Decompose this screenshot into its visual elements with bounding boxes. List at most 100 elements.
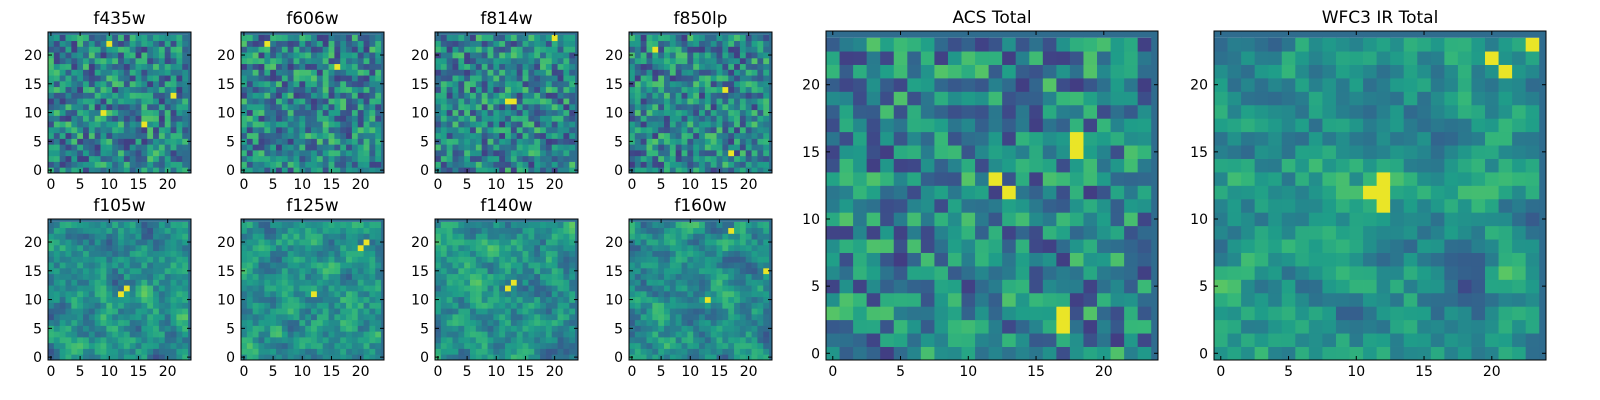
heatmap-cell: [281, 144, 289, 151]
heatmap-cell: [470, 46, 477, 53]
heatmap-cell: [458, 126, 465, 134]
heatmap-cell: [65, 348, 72, 355]
heatmap-cell: [557, 336, 564, 344]
heatmap-cell: [481, 126, 488, 134]
heatmap-cell: [305, 233, 312, 240]
heatmap-cell: [763, 244, 770, 252]
heatmap-cell: [452, 319, 459, 326]
heatmap-cell: [687, 144, 694, 151]
heatmap-cell: [65, 69, 72, 76]
heatmap-cell: [693, 336, 700, 344]
heatmap-cell: [505, 98, 512, 105]
heatmap-cell: [106, 34, 113, 42]
heatmap-cell: [687, 256, 694, 263]
heatmap-cell: [328, 273, 335, 280]
heatmap-cell: [346, 354, 353, 361]
heatmap-cell: [452, 256, 459, 263]
heatmap-cell: [988, 306, 1003, 321]
heatmap-cell: [346, 313, 353, 321]
heatmap-cell: [728, 302, 735, 309]
heatmap-cell: [129, 109, 136, 116]
heatmap-cell: [634, 233, 642, 240]
heatmap-cell: [164, 256, 171, 263]
heatmap-cell: [100, 34, 107, 42]
heatmap-cell: [557, 57, 564, 65]
heatmap-cell: [652, 331, 659, 338]
heatmap-cell: [112, 290, 119, 298]
heatmap-cell: [357, 250, 364, 257]
heatmap-cell: [435, 313, 442, 321]
heatmap-cell: [722, 267, 729, 275]
heatmap-cell: [763, 336, 770, 344]
heatmap-cell: [493, 132, 500, 139]
heatmap-cell: [170, 296, 177, 303]
heatmap-cell: [65, 285, 72, 292]
heatmap-cell: [141, 132, 148, 139]
heatmap-cell: [281, 57, 289, 65]
heatmap-cell: [65, 256, 72, 263]
heatmap-cell: [446, 75, 453, 82]
heatmap-cell: [112, 227, 119, 234]
heatmap-cell: [88, 273, 96, 280]
heatmap-cell: [293, 121, 300, 128]
heatmap-cell: [48, 262, 55, 269]
heatmap-cell: [681, 121, 688, 128]
heatmap-cell: [83, 109, 90, 116]
heatmap-cell: [357, 69, 364, 76]
heatmap-cell: [264, 161, 271, 168]
heatmap-cell: [458, 80, 465, 88]
heatmap-cell: [334, 319, 341, 326]
heatmap-cell: [246, 256, 254, 263]
heatmap-cell: [681, 319, 688, 326]
heatmap-cell: [123, 239, 131, 246]
heatmap-cell: [71, 342, 78, 349]
heatmap-cell: [493, 149, 500, 157]
heatmap-cell: [305, 354, 312, 361]
heatmap-cell: [629, 273, 636, 280]
heatmap-cell: [563, 227, 570, 234]
heatmap-cell: [1137, 306, 1152, 321]
heatmap-cell: [94, 262, 101, 269]
heatmap-edge: [48, 32, 191, 35]
heatmap-cell: [258, 115, 265, 122]
heatmap-cell: [346, 239, 353, 246]
heatmap-cell: [351, 279, 359, 286]
heatmap-cell: [652, 132, 659, 139]
heatmap-cell: [59, 331, 66, 338]
heatmap-cell: [481, 52, 488, 59]
heatmap-cell: [499, 244, 506, 252]
heatmap-cell: [299, 244, 306, 252]
heatmap-cell: [745, 115, 752, 122]
heatmap-cell: [53, 92, 61, 99]
heatmap-cell: [299, 325, 306, 332]
heatmap-cell: [123, 161, 131, 168]
heatmap-cell: [634, 256, 642, 263]
heatmap-cell: [499, 138, 506, 145]
heatmap-cell: [176, 80, 183, 88]
heatmap-cell: [94, 34, 101, 42]
heatmap-cell: [241, 273, 248, 280]
heatmap-cell: [739, 155, 747, 162]
heatmap-cell: [59, 46, 66, 53]
heatmap-cell: [375, 126, 382, 134]
heatmap-cell: [287, 57, 294, 65]
heatmap-cell: [334, 244, 341, 252]
heatmap-cell: [704, 63, 712, 70]
heatmap-cell: [305, 348, 312, 355]
heatmap-cell: [704, 115, 712, 122]
heatmap-cell: [510, 319, 518, 326]
heatmap-cell: [100, 336, 107, 344]
heatmap-cell: [481, 40, 488, 47]
heatmap-cell: [669, 69, 677, 76]
heatmap-cell: [687, 313, 694, 321]
heatmap-cell: [369, 92, 376, 99]
heatmap-cell: [363, 239, 370, 246]
heatmap-cell: [669, 221, 677, 229]
heatmap-cell: [534, 86, 541, 93]
heatmap-cell: [83, 75, 90, 82]
heatmap-cell: [534, 52, 541, 59]
heatmap-cell: [264, 331, 271, 338]
heatmap-cell: [681, 233, 688, 240]
heatmap-cell: [170, 34, 177, 42]
heatmap-cell: [153, 313, 160, 321]
